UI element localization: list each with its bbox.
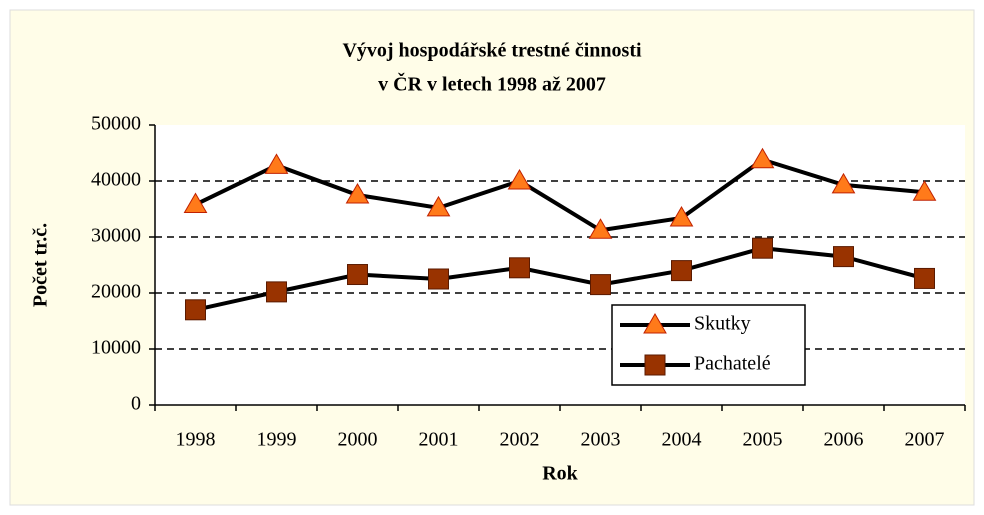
x-tick-label: 2002 (500, 429, 540, 451)
x-tick-label: 1999 (257, 429, 297, 451)
marker (643, 313, 667, 334)
marker (671, 260, 692, 282)
marker (185, 299, 206, 321)
y-tick-label: 0 (131, 393, 141, 415)
marker (509, 257, 530, 279)
marker (264, 153, 289, 174)
marker (507, 169, 532, 190)
chart-title: v ČR v letech 1998 až 2007 (378, 72, 606, 96)
series-line (194, 157, 925, 233)
y-tick-label: 30000 (91, 225, 141, 247)
marker (644, 354, 666, 376)
marker (266, 281, 287, 303)
y-tick-label: 10000 (91, 337, 141, 359)
legend-label: Skutky (694, 313, 751, 335)
marker (426, 195, 451, 217)
marker (831, 172, 856, 194)
x-axis-label: Rok (542, 463, 578, 485)
x-tick-label: 2001 (419, 429, 459, 451)
x-tick-label: 2007 (905, 429, 945, 451)
x-tick-label: 2006 (824, 429, 864, 451)
x-tick-label: 2005 (743, 429, 783, 451)
y-tick-label: 50000 (91, 113, 141, 135)
x-tick-label: 2004 (662, 429, 702, 451)
legend-box (611, 304, 806, 386)
marker (914, 267, 935, 289)
marker (588, 218, 613, 239)
marker (669, 205, 694, 227)
marker (183, 192, 208, 214)
marker (752, 237, 773, 259)
marker (347, 264, 368, 286)
y-tick-label: 20000 (91, 281, 141, 303)
marker (590, 274, 611, 296)
legend-label: Pachatelé (694, 353, 771, 375)
marker (750, 147, 775, 169)
marker (345, 183, 370, 204)
marker (833, 246, 854, 268)
y-axis-label: Počet tr.č. (30, 223, 52, 307)
x-tick-label: 1998 (176, 429, 216, 451)
marker (428, 268, 449, 290)
series-line (195, 246, 926, 312)
x-tick-label: 2003 (581, 429, 621, 451)
marker (912, 180, 937, 201)
x-tick-label: 2000 (338, 429, 378, 451)
chart-title: Vývoj hospodářské trestné činnosti (342, 40, 642, 62)
y-tick-label: 40000 (91, 169, 141, 191)
